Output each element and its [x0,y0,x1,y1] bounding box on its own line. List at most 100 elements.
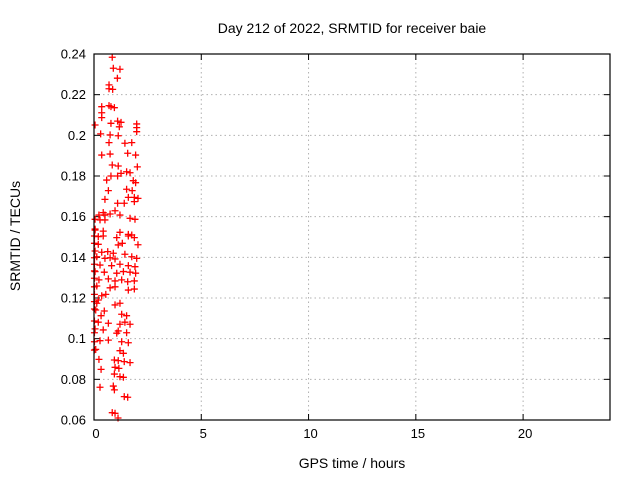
data-point [123,329,131,337]
data-point [98,248,106,256]
y-tick-label: 0.14 [61,250,86,265]
data-point [123,312,131,320]
data-point [134,194,142,202]
data-point [94,296,102,304]
data-point [106,284,114,292]
x-tick-label: 0 [92,426,99,441]
data-point [132,179,140,187]
x-tick-label: 15 [411,426,425,441]
data-point [133,128,141,136]
data-point [114,241,122,249]
data-point [118,310,126,318]
data-point [120,199,128,207]
data-point [113,269,121,277]
data-point [116,228,124,236]
data-point [124,393,132,401]
data-point [107,103,115,111]
data-point [94,240,102,248]
data-point [124,286,132,294]
data-point [98,114,106,122]
data-point [113,234,121,242]
data-point [130,234,138,242]
data-point [106,150,114,158]
data-point [98,103,106,111]
data-point [116,320,124,328]
data-point [105,139,113,147]
data-point [106,210,114,218]
data-point [124,193,132,201]
x-tick-label: 10 [303,426,317,441]
data-point [124,278,132,286]
data-point [95,276,103,284]
data-point [95,355,103,363]
data-point [119,268,127,276]
data-point [108,53,116,61]
data-point [110,104,118,112]
data-point [119,373,127,381]
plot-border [93,53,611,421]
data-point [132,269,140,277]
data-point [94,318,102,326]
data-point [115,123,123,131]
data-point [113,74,121,82]
data-point [118,338,126,346]
data-point [96,261,104,269]
data-point [92,306,100,314]
y-tick-label: 0.2 [68,128,86,143]
data-point [126,268,134,276]
data-point [108,262,116,270]
y-tick-label: 0.18 [61,169,86,184]
data-point [126,359,134,367]
data-point [128,253,136,261]
data-point [104,319,112,327]
data-point [111,363,119,371]
data-point [133,254,141,262]
data-point [120,358,128,366]
data-point [108,161,116,169]
data-point [104,336,112,344]
data-point [111,255,119,263]
data-point [100,268,108,276]
data-point [124,149,132,157]
data-point [96,337,104,345]
data-point [101,216,109,224]
data-point [114,357,122,365]
data-point [91,268,99,276]
data-point [124,339,132,347]
data-point [100,307,108,315]
data-point [104,275,112,283]
chart-title: Day 212 of 2022, SRMTID for receiver bai… [217,20,487,36]
data-point [121,318,129,326]
data-point [110,370,118,378]
x-tick-label: 20 [518,426,532,441]
data-point [118,276,126,284]
y-tick-label: 0.12 [61,291,86,306]
data-point [109,85,117,93]
data-point [119,349,127,357]
data-point [111,283,119,291]
data-point [95,211,103,219]
data-point [116,260,124,268]
data-point [109,64,117,72]
data-point [107,172,115,180]
data-point [126,320,134,328]
data-point [114,172,122,180]
data-point [128,139,136,147]
data-point [124,232,132,240]
data-point [116,65,124,73]
data-point [133,163,141,171]
data-point [104,248,112,256]
data-point [111,207,119,215]
data-point [99,232,107,240]
y-tick-label: 0.06 [61,413,86,428]
data-point [106,254,114,262]
data-point [124,262,132,270]
data-point [111,301,119,309]
data-point [115,364,123,372]
data-point [121,250,129,258]
data-point [91,247,99,255]
data-point [114,132,122,140]
data-point [99,326,107,334]
data-point [110,386,118,394]
